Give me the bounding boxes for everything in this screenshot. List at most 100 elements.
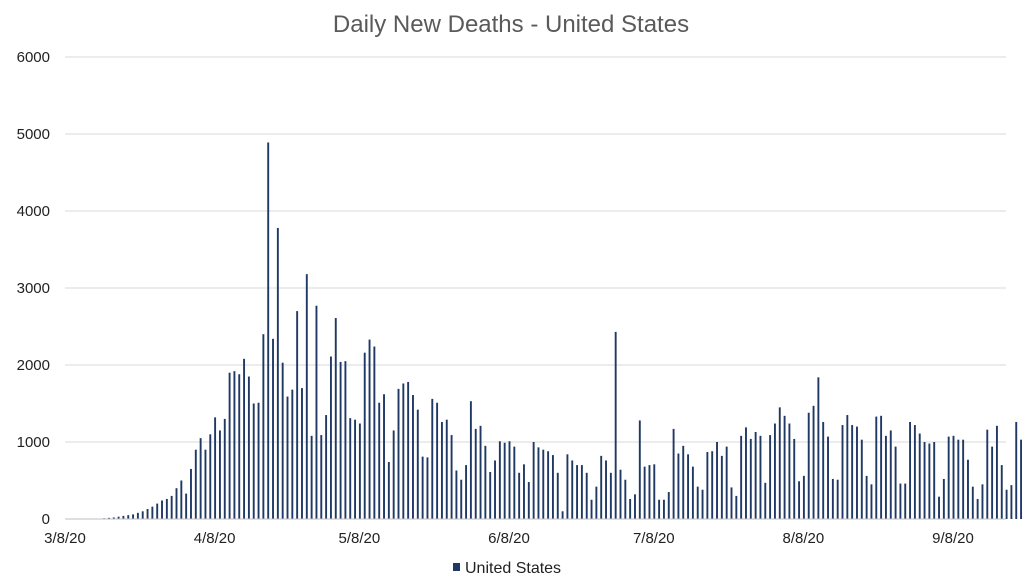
bar — [566, 454, 569, 519]
bar — [783, 415, 786, 519]
bar — [846, 415, 849, 519]
bar — [272, 338, 274, 519]
bar — [498, 441, 501, 519]
bar — [991, 446, 994, 519]
bar — [291, 389, 294, 519]
bar — [909, 421, 912, 519]
bar — [209, 434, 212, 519]
bar — [720, 455, 723, 519]
bar — [817, 377, 820, 519]
bar — [513, 446, 516, 519]
bar — [769, 435, 772, 519]
bar — [696, 486, 699, 519]
bar — [436, 402, 439, 519]
bar — [262, 334, 265, 519]
y-tick-label: 1000 — [17, 434, 50, 451]
bar — [976, 498, 979, 519]
bar — [870, 484, 873, 519]
bar — [802, 475, 805, 519]
bar — [653, 464, 656, 519]
bar — [1000, 465, 1003, 519]
bar — [754, 431, 757, 519]
x-tick-label: 8/8/20 — [783, 530, 825, 547]
bar — [730, 487, 733, 519]
bar — [571, 460, 574, 519]
bar — [223, 418, 226, 519]
bar — [609, 472, 612, 519]
y-tick-label: 0 — [42, 511, 50, 528]
bar — [556, 472, 559, 519]
bar — [238, 374, 241, 519]
bar — [523, 464, 525, 519]
bar — [310, 435, 313, 519]
bar — [233, 371, 236, 519]
bar — [122, 515, 125, 519]
bar — [165, 498, 168, 519]
bar — [479, 425, 482, 519]
bar — [450, 435, 453, 519]
bar — [899, 483, 902, 519]
bar — [257, 402, 260, 519]
bar — [880, 415, 883, 519]
bar — [247, 376, 250, 519]
y-tick-label: 3000 — [17, 280, 50, 297]
bar — [151, 506, 154, 519]
bar — [995, 425, 998, 519]
bar — [412, 395, 414, 519]
bar — [957, 439, 960, 519]
bar — [161, 500, 163, 519]
bar — [831, 478, 834, 519]
bar — [889, 430, 892, 519]
bar — [827, 436, 829, 519]
bar — [643, 466, 646, 519]
bar — [474, 428, 477, 519]
bar — [127, 515, 130, 519]
bar — [875, 416, 878, 519]
y-tick-label: 5000 — [17, 126, 50, 143]
legend: United States — [453, 560, 561, 577]
bar — [296, 311, 299, 519]
bar — [402, 383, 405, 519]
bar — [267, 142, 270, 519]
bar — [421, 456, 424, 519]
bar — [527, 482, 530, 519]
bar — [745, 427, 747, 519]
bar — [749, 438, 752, 519]
bar — [156, 503, 159, 519]
bar — [619, 469, 622, 519]
bar — [952, 435, 955, 519]
bar — [204, 449, 207, 519]
bar — [455, 470, 458, 519]
bar — [363, 352, 366, 519]
bar — [605, 460, 607, 519]
bar — [590, 499, 593, 519]
chart-title: Daily New Deaths - United States — [333, 11, 689, 38]
bar — [865, 475, 868, 519]
bar — [634, 494, 636, 519]
bar — [938, 496, 940, 519]
bar — [962, 439, 965, 519]
bar — [884, 435, 887, 519]
bar — [112, 517, 115, 519]
bar — [585, 472, 588, 519]
bar — [175, 488, 178, 519]
bar — [334, 318, 337, 519]
bar — [518, 472, 521, 519]
bar — [199, 438, 202, 519]
x-tick-label: 3/8/20 — [44, 530, 86, 547]
bar — [484, 445, 487, 519]
bar — [305, 274, 308, 519]
x-tick-label: 5/8/20 — [339, 530, 381, 547]
bar — [397, 388, 400, 519]
bar — [788, 423, 791, 519]
bar — [194, 449, 197, 519]
bar — [807, 412, 810, 519]
bar — [928, 443, 931, 519]
bar — [117, 516, 120, 519]
bar — [315, 305, 318, 519]
x-tick-label: 9/8/20 — [932, 530, 974, 547]
bar — [276, 227, 279, 519]
bar — [667, 492, 670, 519]
bar — [378, 402, 381, 519]
bar — [735, 495, 738, 519]
